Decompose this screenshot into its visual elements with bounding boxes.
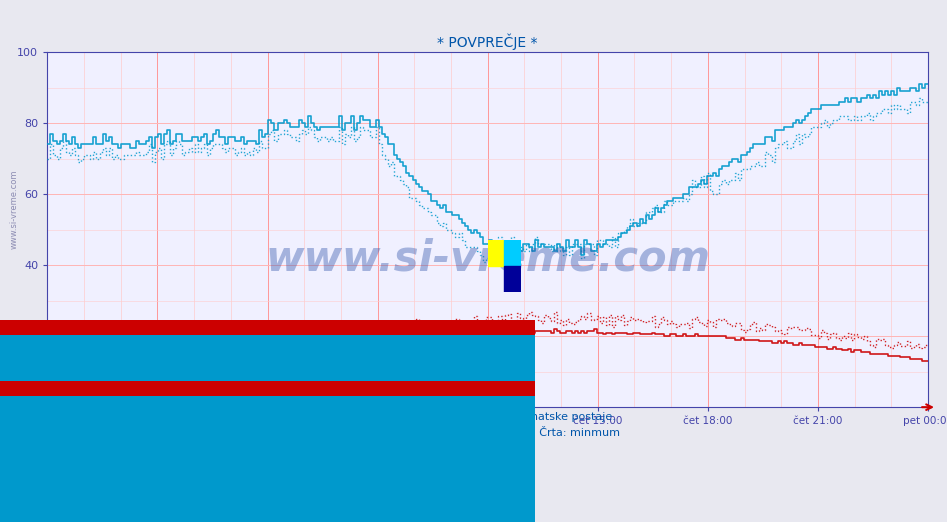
Text: 14,7: 14,7 — [80, 476, 104, 485]
Text: Meritve: povprečne  Enote: metrične  Črta: minmum: Meritve: povprečne Enote: metrične Črta:… — [328, 426, 619, 438]
Text: 25,4: 25,4 — [175, 476, 199, 485]
Text: temperatura [C]: temperatura [C] — [254, 476, 338, 485]
Text: www.si-vreme.com: www.si-vreme.com — [265, 237, 710, 279]
Text: 84: 84 — [175, 490, 188, 500]
Bar — [505, 240, 521, 266]
Text: sedaj:: sedaj: — [28, 461, 60, 471]
Text: ZGODOVINSKE VREDNOSTI (črtkana črta):: ZGODOVINSKE VREDNOSTI (črtkana črta): — [19, 446, 265, 456]
Text: * POVPREČJE *: * POVPREČJE * — [241, 459, 325, 471]
Text: min.:: min.: — [80, 461, 107, 471]
Text: * POVPREČJE *: * POVPREČJE * — [241, 520, 325, 522]
Bar — [505, 266, 521, 292]
Text: vlaga [%]: vlaga [%] — [254, 490, 304, 500]
Text: 63: 63 — [128, 490, 141, 500]
Text: www.si-vreme.com: www.si-vreme.com — [9, 169, 19, 248]
Text: zadnji dan / 5 minut.: zadnji dan / 5 minut. — [416, 420, 531, 430]
Text: 75: 75 — [28, 490, 42, 500]
Text: TRENUTNE VREDNOSTI (polna črta):: TRENUTNE VREDNOSTI (polna črta): — [19, 507, 230, 517]
Bar — [488, 240, 505, 266]
Title: * POVPREČJE *: * POVPREČJE * — [438, 33, 538, 50]
Text: povpr.:: povpr.: — [128, 461, 164, 471]
Text: 20,2: 20,2 — [128, 476, 151, 485]
Text: Hrvaška / vremenski podatki - avtomatske postaje.: Hrvaška / vremenski podatki - avtomatske… — [331, 412, 616, 422]
Text: maks.:: maks.: — [175, 461, 210, 471]
Text: 44: 44 — [80, 490, 94, 500]
Text: 17,7: 17,7 — [28, 476, 52, 485]
